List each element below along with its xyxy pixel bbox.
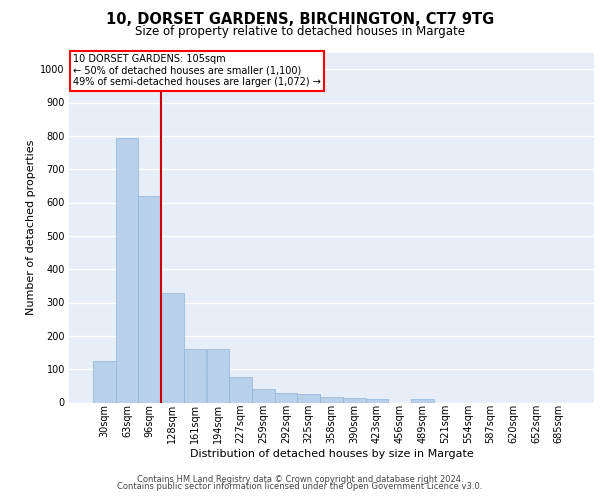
- X-axis label: Distribution of detached houses by size in Margate: Distribution of detached houses by size …: [190, 449, 473, 459]
- Bar: [275, 393, 298, 402]
- Bar: [184, 349, 206, 403]
- Text: 10 DORSET GARDENS: 105sqm
← 50% of detached houses are smaller (1,100)
49% of se: 10 DORSET GARDENS: 105sqm ← 50% of detac…: [73, 54, 321, 88]
- Bar: [411, 399, 434, 402]
- Text: 10, DORSET GARDENS, BIRCHINGTON, CT7 9TG: 10, DORSET GARDENS, BIRCHINGTON, CT7 9TG: [106, 12, 494, 28]
- Bar: [161, 292, 184, 403]
- Text: Size of property relative to detached houses in Margate: Size of property relative to detached ho…: [135, 25, 465, 38]
- Bar: [252, 389, 275, 402]
- Bar: [365, 399, 388, 402]
- Bar: [116, 138, 139, 402]
- Text: Contains public sector information licensed under the Open Government Licence v3: Contains public sector information licen…: [118, 482, 482, 491]
- Bar: [139, 196, 161, 402]
- Text: Contains HM Land Registry data © Crown copyright and database right 2024.: Contains HM Land Registry data © Crown c…: [137, 474, 463, 484]
- Bar: [298, 394, 320, 402]
- Y-axis label: Number of detached properties: Number of detached properties: [26, 140, 36, 315]
- Bar: [229, 376, 252, 402]
- Bar: [206, 349, 229, 403]
- Bar: [93, 361, 116, 403]
- Bar: [320, 396, 343, 402]
- Bar: [343, 398, 365, 402]
